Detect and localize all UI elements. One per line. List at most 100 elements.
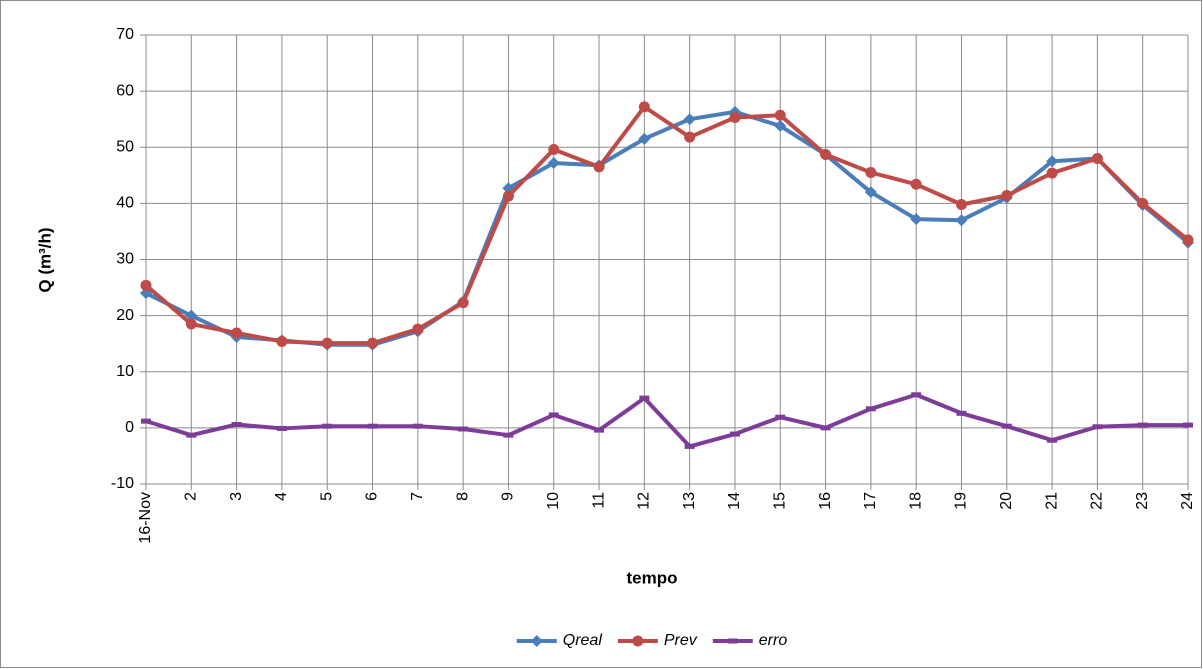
circle-marker — [684, 131, 696, 143]
dash-marker — [594, 427, 605, 433]
x-tick-label: 4 — [273, 492, 290, 501]
circle-marker — [638, 101, 650, 113]
legend-label: Prev — [664, 632, 698, 649]
dash-marker — [639, 395, 650, 401]
y-tick-label: 60 — [116, 82, 134, 99]
legend-label: Qreal — [563, 632, 603, 649]
x-tick-label: 10 — [545, 492, 562, 510]
diamond-marker — [683, 113, 696, 126]
circle-marker — [140, 279, 152, 291]
y-tick-label: 30 — [116, 251, 134, 268]
x-tick-label: 21 — [1043, 492, 1060, 510]
diamond-marker — [1046, 155, 1059, 168]
x-tick-label: 22 — [1089, 492, 1106, 510]
diamond-marker — [910, 213, 923, 226]
x-tick-label: 9 — [500, 492, 517, 501]
x-tick-label: 2 — [183, 492, 200, 501]
diamond-marker — [864, 186, 877, 199]
dash-marker — [1001, 423, 1012, 429]
dash-marker — [1092, 424, 1103, 430]
dash-marker — [186, 432, 197, 438]
circle-marker — [457, 297, 469, 309]
x-tick-label: 6 — [364, 492, 381, 501]
dash-marker — [729, 431, 740, 437]
x-tick-label: 16-Nov — [137, 492, 154, 544]
dash-marker — [911, 392, 922, 398]
y-tick-label: 40 — [116, 195, 134, 212]
x-axis-label: tempo — [627, 568, 678, 587]
dash-marker — [775, 414, 786, 420]
circle-marker — [820, 149, 832, 161]
legend-label: erro — [759, 632, 788, 649]
circle-marker — [1182, 234, 1194, 246]
circle-marker — [231, 327, 243, 339]
circle-marker — [412, 323, 424, 335]
dash-marker — [548, 412, 559, 418]
circle-marker — [774, 109, 786, 121]
dash-marker — [727, 638, 738, 644]
circle-marker — [367, 337, 379, 349]
dash-marker — [412, 423, 423, 429]
dash-marker — [956, 410, 967, 416]
x-tick-label: 15 — [771, 492, 788, 510]
diamond-marker — [955, 214, 968, 227]
x-tick-label: 5 — [318, 492, 335, 501]
circle-marker — [865, 167, 877, 179]
y-tick-label: 0 — [125, 419, 134, 436]
x-tick-label: 14 — [726, 492, 743, 510]
y-axis-label: Q (m³/h) — [35, 227, 54, 292]
dash-marker — [820, 425, 831, 431]
circle-marker — [593, 161, 605, 173]
dash-marker — [367, 423, 378, 429]
x-tick-label: 12 — [636, 492, 653, 510]
x-tick-label: 18 — [907, 492, 924, 510]
y-tick-label: 50 — [116, 138, 134, 155]
dash-marker — [865, 406, 876, 412]
dash-marker — [1183, 422, 1193, 428]
x-tick-label: 11 — [590, 492, 607, 509]
x-tick-label: 19 — [953, 492, 970, 510]
circle-marker — [548, 143, 560, 155]
y-tick-label: 20 — [116, 307, 134, 324]
x-tick-label: 3 — [228, 492, 245, 501]
y-tick-label: 10 — [116, 363, 134, 380]
dash-marker — [1047, 437, 1058, 443]
circle-marker — [955, 198, 967, 210]
x-tick-label: 8 — [454, 492, 471, 501]
dash-marker — [322, 423, 333, 429]
dash-marker — [276, 425, 287, 431]
diamond-marker — [638, 132, 651, 145]
diamond-marker — [530, 635, 543, 647]
x-tick-label: 16 — [817, 492, 834, 510]
x-tick-label: 24 — [1179, 492, 1196, 510]
circle-marker — [910, 178, 922, 190]
dash-marker — [231, 422, 242, 428]
circle-marker — [1001, 190, 1013, 202]
x-tick-label: 7 — [409, 492, 426, 501]
circle-marker — [321, 337, 333, 349]
circle-marker — [276, 335, 288, 347]
y-tick-label: -10 — [111, 475, 134, 492]
circle-marker — [632, 635, 644, 647]
circle-marker — [185, 318, 197, 330]
diamond-marker — [547, 156, 560, 169]
dash-marker — [1137, 422, 1148, 428]
circle-marker — [1137, 197, 1149, 209]
x-tick-label: 17 — [862, 492, 879, 510]
diamond-marker — [185, 309, 198, 322]
circle-marker — [1091, 152, 1103, 164]
series-line — [144, 104, 1190, 346]
series-line — [145, 392, 1188, 449]
circle-marker — [729, 112, 741, 124]
dash-marker — [141, 418, 151, 424]
x-tick-label: 23 — [1134, 492, 1151, 510]
dash-marker — [684, 443, 695, 449]
circle-marker — [1046, 167, 1058, 179]
x-tick-label: 13 — [681, 492, 698, 510]
circle-marker — [502, 190, 514, 202]
x-tick-label: 20 — [998, 492, 1015, 510]
y-tick-label: 70 — [116, 26, 134, 43]
diamond-marker — [774, 119, 787, 132]
